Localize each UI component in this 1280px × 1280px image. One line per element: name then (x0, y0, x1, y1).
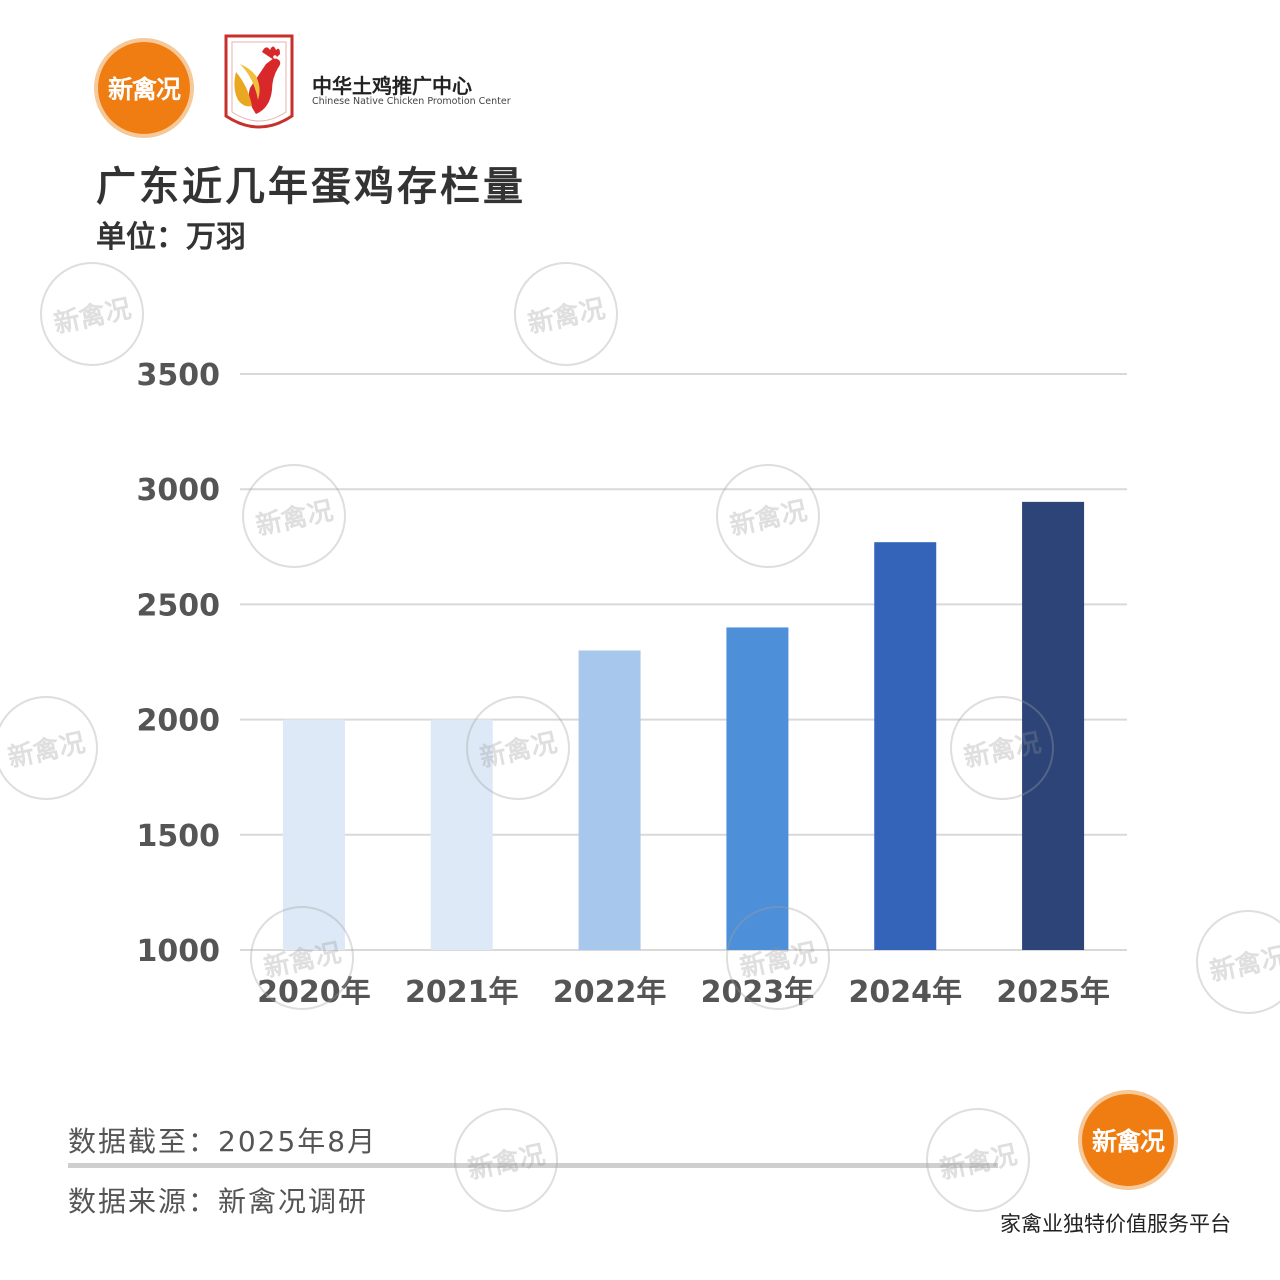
y-tick-labels: 1000 1500 2000 2500 3000 3500 (137, 358, 221, 969)
x-tick-label: 2020年 (257, 975, 371, 1010)
rooster-icon (224, 34, 294, 129)
y-tick-label: 2500 (137, 588, 221, 623)
data-date: 数据截至：2025年8月 (68, 1125, 378, 1158)
x-tick-label: 2024年 (849, 975, 963, 1010)
bar-2023年 (726, 627, 789, 950)
x-tick-label: 2021年 (405, 975, 519, 1010)
bars (282, 501, 1085, 950)
y-tick-label: 2000 (137, 704, 221, 739)
x-tick-label: 2023年 (701, 975, 815, 1010)
brand-logo: 新禽况 (94, 38, 194, 138)
brand-logo-bottom: 新禽况 (1078, 1090, 1178, 1190)
x-tick-labels: 2020年 2021年 2022年 2023年 2024年 2025年 (257, 975, 1110, 1010)
grid-lines (240, 373, 1127, 951)
platform-slogan: 家禽业独特价值服务平台 (1000, 1212, 1231, 1236)
y-tick-label: 3000 (137, 473, 221, 508)
watermark: 新禽况 (444, 1098, 568, 1222)
x-tick-label: 2025年 (996, 975, 1110, 1010)
bar-2025年 (1022, 501, 1085, 950)
chart-title: 广东近几年蛋鸡存栏量 (96, 164, 526, 210)
y-tick-label: 1000 (137, 934, 221, 969)
brand-logo-text: 新禽况 (107, 75, 181, 104)
y-tick-label: 3500 (137, 358, 221, 393)
bar-2021年 (430, 719, 493, 950)
y-tick-label: 1500 (137, 819, 221, 854)
rooster-logo (218, 30, 300, 138)
bar-2020年 (282, 719, 345, 950)
x-tick-label: 2022年 (553, 975, 667, 1010)
unit-label: 单位：万羽 (96, 220, 246, 255)
bar-chart: 1000 1500 2000 2500 3000 3500 2020年 2021年 2022年… (137, 358, 1127, 1010)
data-source: 数据来源：新禽况调研 (68, 1185, 369, 1218)
brand-logo-text: 新禽况 (1091, 1127, 1165, 1156)
center-name-en: Chinese Native Chicken Promotion Center (312, 96, 511, 107)
bar-2022年 (578, 650, 641, 950)
center-name: 中华土鸡推广中心 (312, 74, 472, 98)
bar-2024年 (874, 542, 937, 950)
footer-divider (68, 1163, 998, 1168)
watermark-text: 新禽况 (465, 1139, 548, 1186)
watermark: 新禽况 (916, 1098, 1040, 1222)
watermark-text: 新禽况 (937, 1139, 1020, 1186)
